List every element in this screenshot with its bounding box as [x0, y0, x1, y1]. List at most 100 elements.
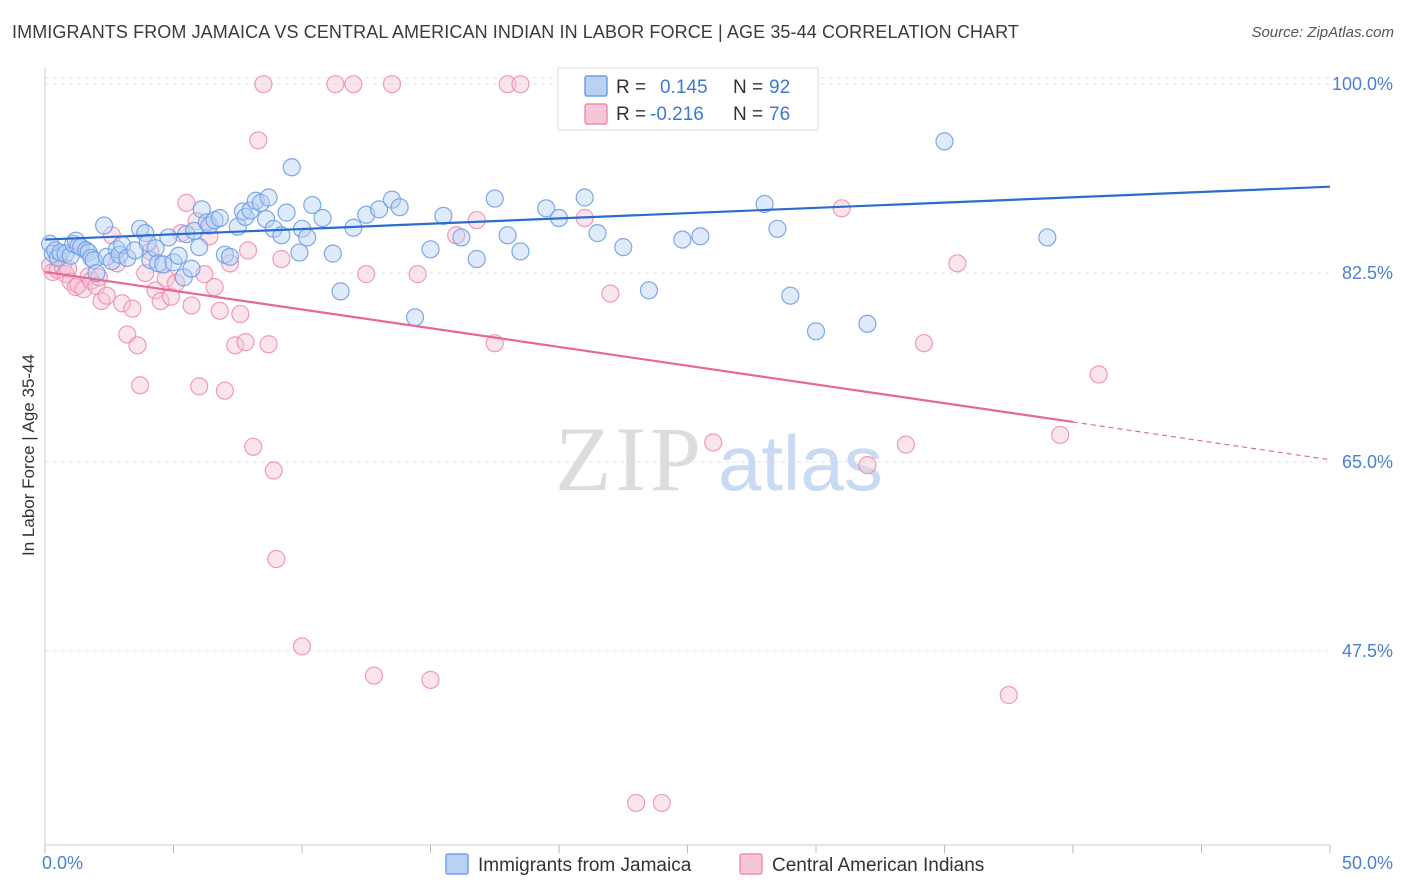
y-axis-title: In Labor Force | Age 35-44: [19, 354, 38, 556]
pink-point-37: [205, 277, 224, 297]
chart-source: Source: ZipAtlas.com: [1251, 24, 1394, 41]
pink-point-77: [1051, 425, 1070, 445]
pink-point-39: [215, 381, 234, 400]
blue-point-72: [434, 206, 453, 225]
blue-point-57: [282, 158, 301, 177]
blue-point-22: [118, 248, 137, 268]
blue-point-58: [290, 243, 309, 262]
blue-point-81: [588, 224, 607, 243]
pink-point-78: [1089, 365, 1108, 384]
blue-point-76: [498, 226, 517, 245]
pink-point-47: [254, 75, 273, 94]
blue-point-82: [614, 238, 633, 257]
blue-point-31: [159, 228, 178, 247]
trend-line-pink-extension: [1072, 421, 1331, 461]
legend-swatch-blue: [584, 75, 608, 97]
x-tick-label-1: 50.0%: [1342, 853, 1393, 873]
blue-point-80: [575, 188, 594, 207]
legend-n-value-1: 92: [769, 77, 790, 98]
pink-point-75: [948, 254, 967, 273]
blue-point-45: [220, 247, 240, 266]
pink-point-64: [511, 75, 530, 94]
blue-point-16: [95, 216, 114, 235]
legend-n-label-2: N =: [733, 104, 763, 125]
blue-point-41: [200, 216, 219, 235]
trend-lines: [44, 185, 1331, 461]
pink-point-54: [344, 75, 363, 94]
y-tick-label-0: 100.0%: [1332, 74, 1393, 94]
blue-point-92: [1038, 228, 1057, 247]
legend-r-label-2: R =: [616, 104, 646, 125]
blue-point-68: [382, 190, 402, 209]
pink-point-66: [601, 284, 620, 303]
pink-point-58: [408, 265, 427, 284]
pink-point-42: [231, 304, 250, 324]
blue-point-73: [452, 228, 471, 247]
grid-lines: [45, 77, 1330, 652]
blue-point-60: [298, 228, 317, 247]
legend-swatch-pink: [584, 103, 608, 125]
pink-point-27: [156, 269, 175, 288]
y-tick-label-1: 82.5%: [1342, 263, 1393, 283]
x-tick-label-0: 0.0%: [42, 853, 83, 873]
legend-n-label-1: N =: [733, 77, 763, 98]
pink-point-73: [896, 435, 916, 454]
pink-point-55: [357, 265, 376, 284]
pink-point-52: [292, 637, 312, 656]
blue-point-53: [259, 188, 278, 207]
blue-point-77: [511, 242, 530, 261]
y-tick-labels: 100.0% 82.5% 65.0% 47.5%: [1332, 74, 1393, 661]
pink-point-46: [249, 131, 268, 150]
blue-point-74: [467, 249, 486, 269]
pink-point-44: [238, 241, 258, 260]
pink-point-74: [914, 334, 934, 353]
trend-line-blue: [44, 185, 1331, 241]
pink-point-45: [244, 437, 263, 456]
blue-point-88: [781, 286, 800, 305]
blue-point-67: [370, 200, 389, 219]
pink-point-57: [382, 75, 402, 94]
pink-point-18: [112, 294, 132, 313]
blue-point-36: [182, 259, 201, 278]
pink-point-72: [858, 456, 877, 475]
pink-point-61: [467, 211, 486, 230]
bottom-legend-swatch-blue: [445, 853, 469, 875]
legend-r-value-2: -0.216: [650, 104, 704, 125]
pink-point-21: [128, 336, 147, 355]
legend-r-label-1: R =: [616, 77, 646, 98]
blue-point-49: [241, 201, 260, 220]
blue-point-83: [639, 281, 659, 300]
pink-point-31: [177, 193, 196, 212]
pink-point-56: [364, 666, 384, 685]
pink-point-69: [704, 433, 723, 452]
pink-point-43: [236, 333, 255, 352]
series-central-american-indians: [41, 75, 1108, 813]
blue-point-87: [768, 219, 787, 238]
pink-point-53: [326, 75, 345, 94]
pink-point-34: [190, 377, 209, 396]
legend-r-value-1: 0.145: [660, 77, 708, 98]
pink-point-14: [92, 292, 111, 311]
y-tick-label-2: 65.0%: [1342, 452, 1393, 472]
pink-point-49: [264, 461, 283, 480]
blue-point-91: [935, 132, 954, 151]
chart-title: IMMIGRANTS FROM JAMAICA VS CENTRAL AMERI…: [12, 22, 1020, 42]
blue-point-52: [256, 209, 276, 229]
pink-point-50: [267, 549, 286, 569]
blue-point-62: [313, 208, 332, 228]
watermark-zip: ZIP: [555, 408, 705, 510]
pink-point-26: [151, 292, 170, 311]
blue-point-56: [277, 203, 296, 222]
blue-point-61: [303, 195, 322, 215]
pink-point-59: [421, 670, 440, 689]
blue-point-38: [190, 238, 209, 257]
pink-point-71: [832, 199, 851, 218]
pink-point-48: [259, 335, 278, 354]
series-immigrants-from-jamaica: [41, 132, 1057, 341]
blue-point-70: [405, 308, 425, 327]
blue-point-69: [390, 198, 409, 217]
watermark-atlas: atlas: [718, 419, 883, 507]
pink-point-32: [182, 296, 201, 315]
blue-point-86: [755, 194, 774, 214]
